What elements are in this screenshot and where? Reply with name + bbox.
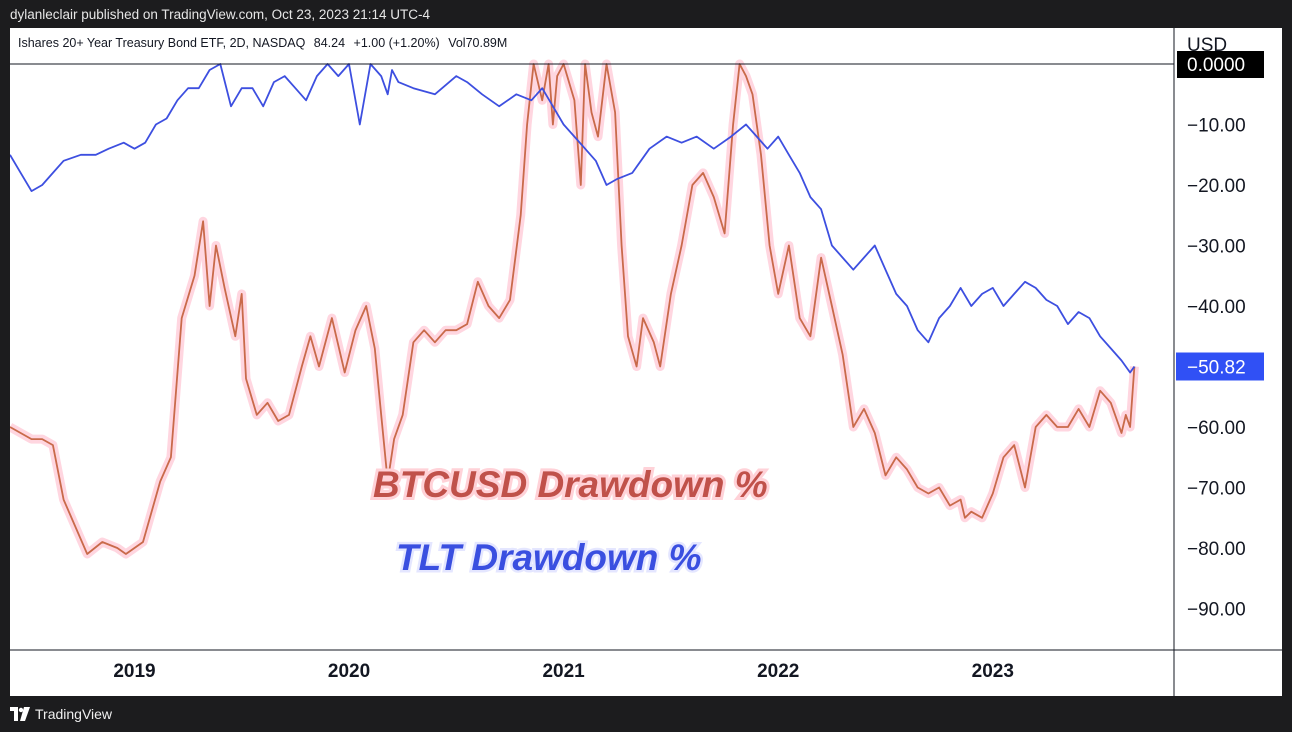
chart-frame[interactable]: USD 0.0000 −10.00 −20.00 −30.00 −40.00 −60.00… [10,28,1282,696]
tradingview-logo[interactable]: TradingView [10,706,112,722]
y-tick-layer: 0.0000 −10.00 −20.00 −30.00 −40.00 −60.00 −70.… [1177,51,1264,621]
y-tick-label: −10.00 [1187,116,1246,137]
symbol-change: +1.00 (+1.20%) [353,36,440,50]
current-price-badge [1177,51,1264,78]
x-tick-label: 2020 [328,661,370,682]
tradingview-brand: TradingView [35,706,113,722]
symbol-volume: Vol70.89M [448,36,508,50]
y-tick-label: −30.00 [1187,237,1246,258]
tlt-last-value-label: −50.82 [1187,358,1246,379]
tradingview-logo-icon [10,707,30,721]
lines-layer [10,63,1136,555]
chart-background [10,28,1282,696]
y-tick-label: −60.00 [1187,418,1246,439]
last-value-label-layer: −49.79−50.82 [1176,352,1264,381]
x-tick-label: 2023 [972,661,1014,682]
symbol-price: 84.24 [313,36,346,50]
publish-bar: dylanleclair published on TradingView.co… [0,0,1292,28]
x-tick-layer: 2019 2020 2021 2022 2023 [113,661,1014,682]
tlt-drawdown-annotation: TLT Drawdown % [396,537,702,578]
y-tick-label: −20.00 [1187,176,1246,197]
tlt-last-value-badge [1176,352,1264,381]
y-tick-label: −40.00 [1187,297,1246,318]
btc-series-line [10,63,1136,555]
x-tick-label: 2021 [542,661,585,682]
currency-label: USD [1187,35,1227,56]
y-tick-label: −70.00 [1187,479,1246,500]
y-tick-label: 0.0000 [1187,55,1245,76]
publish-info: dylanleclair published on TradingView.co… [10,7,430,22]
symbol-name: Ishares 20+ Year Treasury Bond ETF, 2D, … [18,36,306,50]
tlt-series-line [10,63,1136,374]
btc-drawdown-annotation: BTCUSD Drawdown % [373,464,768,505]
y-tick-label: −90.00 [1187,600,1246,621]
chart-svg[interactable]: USD 0.0000 −10.00 −20.00 −30.00 −40.00 −60.00… [10,28,1282,696]
symbol-legend[interactable]: Ishares 20+ Year Treasury Bond ETF, 2D, … [18,36,512,50]
x-tick-label: 2019 [113,661,155,682]
y-tick-label: −80.00 [1187,539,1246,560]
footer-bar: TradingView [0,696,1292,732]
x-tick-label: 2022 [757,661,799,682]
